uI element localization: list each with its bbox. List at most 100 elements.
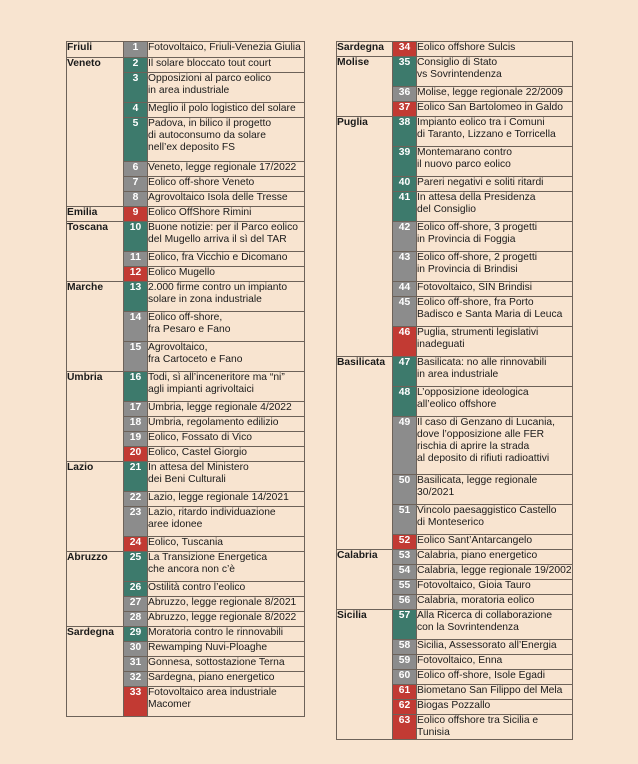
table-row: Abruzzo 25 La Transizione Energetica che a… bbox=[66, 551, 305, 627]
item-text: Basilicata: no alle rinnovabili in area … bbox=[416, 356, 573, 387]
item-text: Eolico offshore Sulcis bbox=[416, 41, 573, 57]
table-row: Veneto 2 Il solare bloccato tout court bbox=[66, 57, 305, 207]
table-row: Friuli 1 Fotovoltaico, Friuli-Venezia Giul… bbox=[66, 41, 305, 58]
item-number: 60 bbox=[392, 669, 417, 685]
table-row: 43 Eolico off-shore, 2 progetti in Provin… bbox=[337, 251, 573, 282]
item-number: 19 bbox=[123, 431, 148, 447]
item-number: 28 bbox=[123, 611, 148, 627]
item-text: Fotovoltaico area industriale Macomer bbox=[147, 686, 305, 717]
item-text: Eolico San Bartolomeo in Galdo bbox=[416, 101, 573, 117]
item-number: 30 bbox=[123, 641, 148, 657]
item-number: 3 bbox=[123, 72, 148, 103]
table-row: 6 Veneto, legge regionale 17/2022 bbox=[67, 161, 305, 177]
table-row: 33 Fotovoltaico area industriale Macomer bbox=[67, 686, 305, 717]
item-text: Lazio, legge regionale 14/2021 bbox=[147, 491, 305, 507]
region-name: Umbria bbox=[66, 371, 124, 462]
item-number: 16 bbox=[123, 371, 148, 402]
item-text: 2.000 firme contro un impianto solare in… bbox=[147, 281, 305, 312]
item-text: Vincolo paesaggistico Castello di Montes… bbox=[416, 504, 573, 535]
item-number: 54 bbox=[392, 564, 417, 580]
item-number: 8 bbox=[123, 191, 148, 207]
item-number: 48 bbox=[392, 386, 417, 417]
item-text: Opposizioni al parco eolico in area indu… bbox=[147, 72, 305, 103]
item-text: Calabria, piano energetico bbox=[416, 549, 573, 565]
item-number: 35 bbox=[392, 56, 417, 87]
table-row: Molise 35 Consiglio di Stato vs Sovrintend… bbox=[336, 56, 573, 117]
table-row: 46 Puglia, strumenti legislativi inadegua… bbox=[337, 326, 573, 357]
item-text: In attesa della Presidenza del Consiglio bbox=[416, 191, 573, 222]
item-text: Eolico OffShore Rimini bbox=[147, 206, 305, 222]
item-number: 40 bbox=[392, 176, 417, 192]
item-number: 39 bbox=[392, 146, 417, 177]
item-text: Ostilità contro l’eolico bbox=[147, 581, 305, 597]
table-row: 60 Eolico off-shore, Isole Egadi bbox=[337, 669, 573, 685]
item-text: Puglia, strumenti legislativi inadeguati bbox=[416, 326, 573, 357]
item-text: Sardegna, piano energetico bbox=[147, 671, 305, 687]
item-text: Todi, sì all’inceneritore ma “ni” agli i… bbox=[147, 371, 305, 402]
item-number: 27 bbox=[123, 596, 148, 612]
item-number: 25 bbox=[123, 551, 148, 582]
item-text: Alla Ricerca di collaborazione con la So… bbox=[416, 609, 573, 640]
item-number: 6 bbox=[123, 161, 148, 177]
table-row: 32 Sardegna, piano energetico bbox=[67, 671, 305, 687]
item-number: 56 bbox=[392, 594, 417, 610]
item-text: Eolico, Tuscania bbox=[147, 536, 305, 552]
item-text: Eolico offshore tra Sicilia e Tunisia bbox=[416, 714, 573, 740]
table-row: Basilicata 47 Basilicata: no alle rinnovab… bbox=[336, 356, 573, 550]
item-text: Veneto, legge regionale 17/2022 bbox=[147, 161, 305, 177]
item-number: 7 bbox=[123, 176, 148, 192]
item-text: Fotovoltaico, Enna bbox=[416, 654, 573, 670]
table-row: 3 Opposizioni al parco eolico in area ind… bbox=[67, 72, 305, 103]
table-row: Emilia 9 Eolico OffShore Rimini bbox=[66, 206, 305, 222]
item-number: 55 bbox=[392, 579, 417, 595]
table-row: Calabria 53 Calabria, piano energetico bbox=[336, 549, 573, 610]
item-text: Umbria, legge regionale 4/2022 bbox=[147, 401, 305, 417]
item-text: Gonnesa, sottostazione Terna bbox=[147, 656, 305, 672]
table-row: 49 Il caso di Genzano di Lucania, dove l’… bbox=[337, 416, 573, 475]
table-row: 26 Ostilità contro l’eolico bbox=[67, 581, 305, 597]
item-number: 41 bbox=[392, 191, 417, 222]
item-number: 43 bbox=[392, 251, 417, 282]
table-row: Sardegna 34 Eolico offshore Sulcis bbox=[336, 41, 573, 57]
table-row: Umbria 16 Todi, sì all’inceneritore ma “ni… bbox=[66, 371, 305, 462]
item-text: Calabria, legge regionale 19/2002 bbox=[416, 564, 573, 580]
item-text: In attesa del Ministero dei Beni Cultura… bbox=[147, 461, 305, 492]
item-number: 24 bbox=[123, 536, 148, 552]
item-text: Fotovoltaico, Gioia Tauro bbox=[416, 579, 573, 595]
item-number: 38 bbox=[392, 116, 417, 147]
item-text: Padova, in bilico il progetto di autocon… bbox=[147, 117, 305, 162]
region-name: Sardegna bbox=[336, 41, 393, 57]
item-text: Sicilia, Assessorato all’Energia bbox=[416, 639, 573, 655]
table-row: 61 Biometano San Filippo del Mela bbox=[337, 684, 573, 700]
item-text: Abruzzo, legge regionale 8/2021 bbox=[147, 596, 305, 612]
item-text: Eolico off-shore Veneto bbox=[147, 176, 305, 192]
item-number: 53 bbox=[392, 549, 417, 565]
item-number: 50 bbox=[392, 474, 417, 505]
table-row: Sicilia 57 Alla Ricerca di collaborazione … bbox=[336, 609, 573, 740]
item-text: Fotovoltaico, Friuli-Venezia Giulia bbox=[147, 41, 305, 58]
item-number: 31 bbox=[123, 656, 148, 672]
region-name: Friuli bbox=[66, 41, 124, 58]
item-text: Eolico, fra Vicchio e Dicomano bbox=[147, 251, 305, 267]
table-row: 41 In attesa della Presidenza del Consigl… bbox=[337, 191, 573, 222]
item-text: Meglio il polo logistico del solare bbox=[147, 102, 305, 118]
item-number: 21 bbox=[123, 461, 148, 492]
item-text: Eolico off-shore, fra Porto Badisco e Sa… bbox=[416, 296, 573, 327]
item-text: La Transizione Energetica che ancora non… bbox=[147, 551, 305, 582]
table-row: Puglia 38 Impianto eolico tra i Comuni di … bbox=[336, 116, 573, 357]
item-number: 57 bbox=[392, 609, 417, 640]
item-text: Buone notizie: per il Parco eolico del M… bbox=[147, 221, 305, 252]
item-number: 14 bbox=[123, 311, 148, 342]
item-number: 33 bbox=[123, 686, 148, 717]
table-row: 30 Rewamping Nuvi-Ploaghe bbox=[67, 641, 305, 657]
item-number: 62 bbox=[392, 699, 417, 715]
item-text: Molise, legge regionale 22/2009 bbox=[416, 86, 573, 102]
item-number: 20 bbox=[123, 446, 148, 462]
region-name: Sicilia bbox=[336, 609, 393, 740]
table-row: 8 Agrovoltaico Isola delle Tresse bbox=[67, 191, 305, 207]
table-row: 24 Eolico, Tuscania bbox=[67, 536, 305, 552]
item-text: Rewamping Nuvi-Ploaghe bbox=[147, 641, 305, 657]
item-number: 17 bbox=[123, 401, 148, 417]
region-name: Puglia bbox=[336, 116, 393, 357]
table-row: 51 Vincolo paesaggistico Castello di Mont… bbox=[337, 504, 573, 535]
